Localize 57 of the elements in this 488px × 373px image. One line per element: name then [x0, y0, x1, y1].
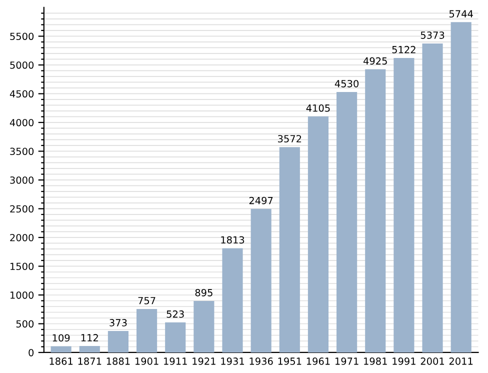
data-label: 5744 [449, 10, 473, 18]
data-label: 5122 [392, 46, 416, 54]
bar [422, 44, 443, 352]
bar [222, 248, 243, 352]
x-tick-label: 1931 [221, 358, 244, 365]
x-tick-label: 1921 [192, 358, 216, 365]
data-label: 112 [81, 334, 98, 342]
y-tick-label: 3500 [10, 148, 34, 156]
data-label: 4925 [363, 57, 387, 65]
bar [250, 208, 272, 352]
bar [279, 147, 300, 352]
x-tick-label: 1951 [278, 358, 302, 365]
bar [50, 346, 72, 352]
x-tick-label: 1961 [306, 358, 330, 365]
bar [394, 58, 414, 352]
bar [365, 69, 386, 352]
bar [450, 22, 472, 352]
y-tick-label: 0 [28, 348, 34, 356]
y-tick-label: 2000 [10, 234, 34, 242]
x-tick-label: 1936 [250, 358, 273, 365]
y-tick-label: 1000 [10, 291, 34, 299]
y-tick-label: 5000 [10, 61, 34, 69]
bar [136, 308, 158, 352]
bar [336, 92, 358, 352]
data-label: 2497 [249, 196, 273, 204]
y-tick-label: 500 [16, 320, 34, 328]
x-tick-label: 1901 [135, 358, 158, 365]
x-tick-label: 2011 [449, 358, 473, 365]
y-tick-label: 5500 [10, 32, 34, 40]
y-tick-label: 2500 [10, 205, 34, 213]
data-label: 1813 [221, 236, 244, 244]
bar [194, 301, 214, 352]
bar [79, 346, 100, 352]
y-tick-label: 1500 [10, 262, 34, 270]
x-tick-label: 1871 [78, 358, 102, 365]
x-tick-label: 1911 [164, 358, 187, 365]
data-label: 895 [195, 289, 212, 296]
data-label: 373 [110, 319, 127, 326]
y-tick-label: 4500 [10, 90, 34, 98]
x-tick-label: 1981 [364, 358, 387, 365]
bar [108, 331, 128, 352]
data-label: 4530 [334, 80, 359, 88]
data-label: 4105 [306, 104, 330, 112]
x-tick-label: 1991 [392, 358, 416, 365]
data-label: 109 [52, 334, 70, 342]
x-tick-label: 1861 [50, 358, 73, 365]
data-label: 5373 [420, 32, 444, 39]
y-tick-label: 4000 [10, 118, 34, 126]
y-tick-label: 3000 [10, 176, 34, 184]
bar [165, 322, 186, 352]
data-label: 757 [138, 297, 156, 304]
data-label: 3572 [278, 135, 302, 142]
x-tick-label: 1971 [335, 358, 358, 365]
x-tick-label: 1881 [106, 358, 130, 365]
data-label: 523 [166, 310, 184, 318]
bar [308, 116, 329, 352]
x-tick-label: 2001 [420, 358, 444, 365]
